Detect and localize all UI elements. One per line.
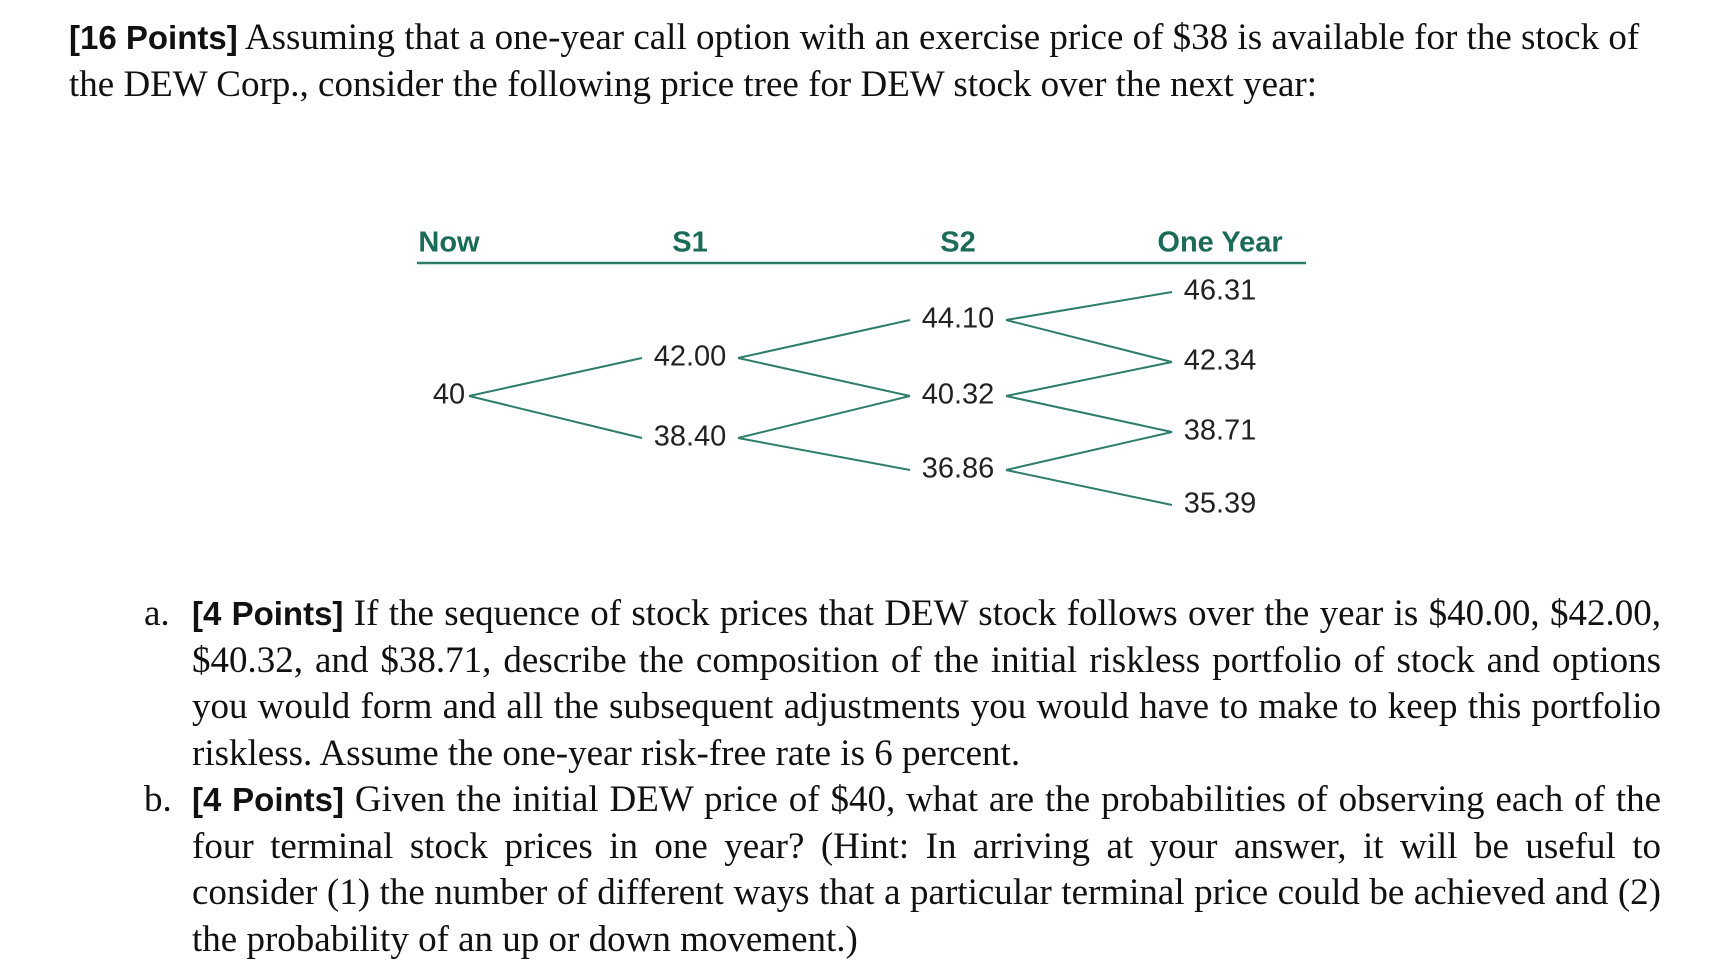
column-header: S2 — [940, 227, 975, 259]
points: [4 Points] — [192, 595, 344, 632]
price-node: 44.10 — [922, 303, 995, 335]
intro: [16 Points] Assuming that a one-year cal… — [69, 14, 1669, 108]
marker: a. — [144, 593, 170, 634]
column-header: Now — [418, 227, 480, 259]
points: [4 Points] — [192, 781, 344, 818]
price-node: 38.40 — [654, 421, 727, 453]
question-text: Given the initial DEW price of $40, what… — [192, 779, 1662, 960]
question-b: b. [4 Points] Given the initial DEW price… — [144, 777, 1662, 963]
question-a: a. [4 Points] If the sequence of stock pr… — [144, 591, 1662, 777]
price-node: 35.39 — [1184, 488, 1257, 520]
branch — [1005, 319, 1173, 363]
question-text: If the sequence of stock prices that DEW… — [192, 593, 1662, 774]
points: [16 Points] — [69, 19, 238, 56]
branch — [737, 319, 911, 359]
branch — [737, 357, 911, 397]
branch — [468, 357, 643, 397]
intro-text: Assuming that a one-year call option wit… — [69, 17, 1640, 105]
price-node: 42.00 — [654, 341, 727, 373]
price-node: 46.31 — [1184, 275, 1257, 307]
price-node: 36.86 — [922, 453, 995, 485]
branch — [1005, 431, 1173, 471]
price-node: 40 — [433, 379, 465, 411]
price-node: 38.71 — [1184, 415, 1257, 447]
branch — [737, 437, 911, 471]
marker: b. — [144, 779, 172, 820]
branch — [1005, 291, 1173, 321]
price-node: 40.32 — [922, 379, 995, 411]
branch — [1005, 395, 1173, 433]
column-header: S1 — [672, 227, 707, 259]
price-tree: Now S1 S2 One Year 40 42.00 38.40 44.10 40.32 36.… — [417, 227, 1306, 520]
price-node: 42.34 — [1184, 345, 1257, 377]
branch — [737, 395, 911, 439]
branch — [468, 395, 643, 439]
column-header: One Year — [1157, 227, 1282, 259]
branch — [1005, 361, 1173, 397]
branch — [1005, 469, 1173, 506]
